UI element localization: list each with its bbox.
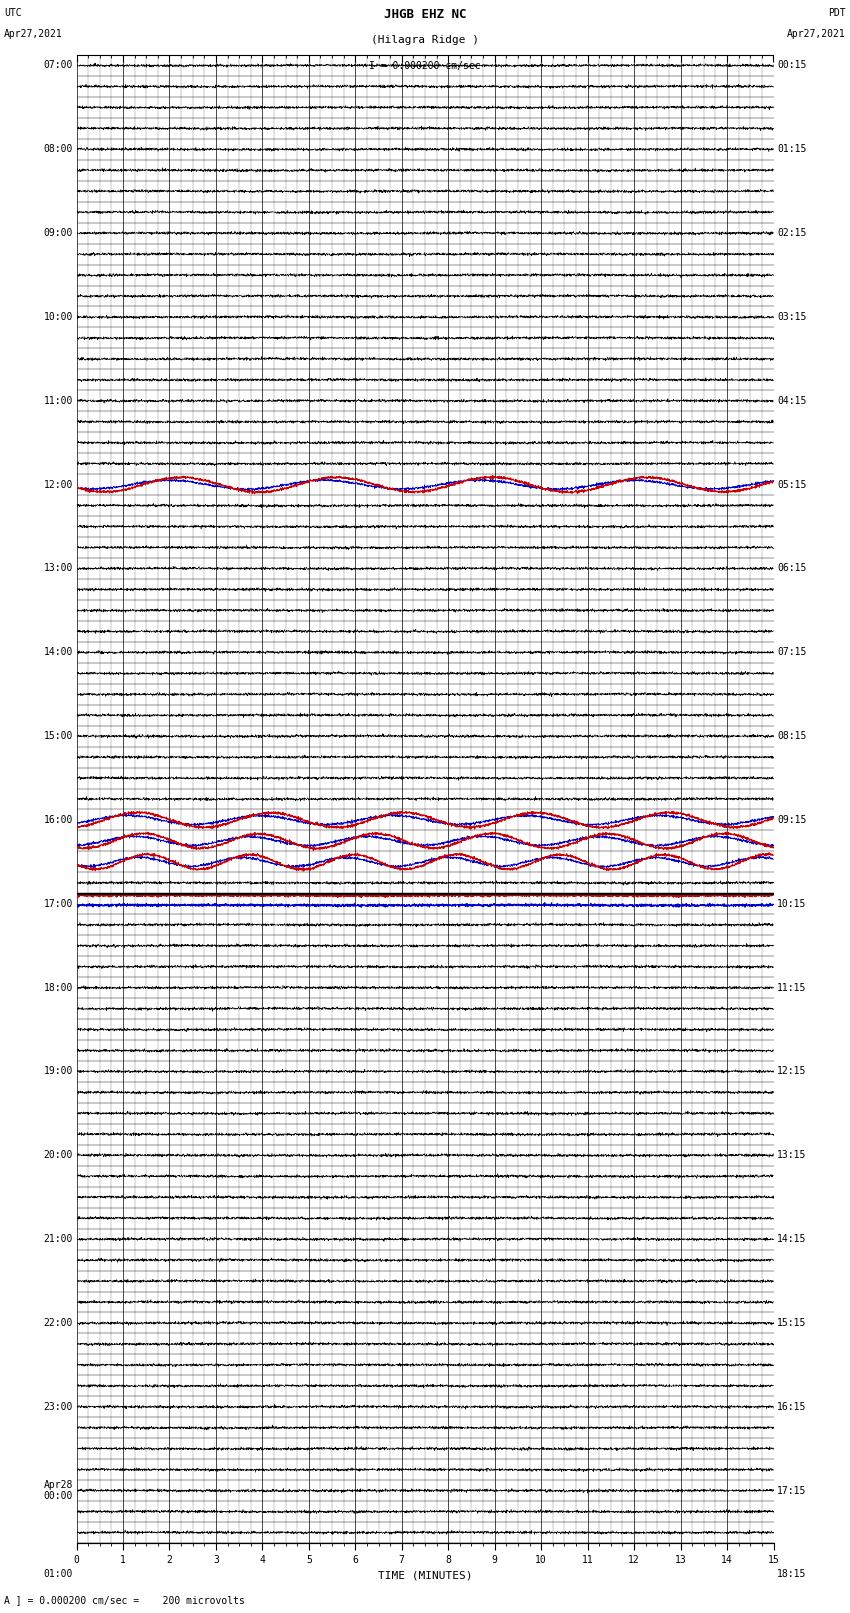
Text: 16:00: 16:00 (43, 815, 73, 824)
Text: 09:15: 09:15 (777, 815, 807, 824)
Text: 22:00: 22:00 (43, 1318, 73, 1327)
Text: 08:15: 08:15 (777, 731, 807, 740)
Text: 06:15: 06:15 (777, 563, 807, 574)
Text: 08:00: 08:00 (43, 144, 73, 155)
Text: I = 0.000200 cm/sec: I = 0.000200 cm/sec (369, 61, 481, 71)
Text: 19:00: 19:00 (43, 1066, 73, 1076)
Text: 07:00: 07:00 (43, 60, 73, 71)
Text: 18:00: 18:00 (43, 982, 73, 992)
Text: 13:15: 13:15 (777, 1150, 807, 1160)
Text: Apr27,2021: Apr27,2021 (4, 29, 63, 39)
Text: 02:15: 02:15 (777, 227, 807, 239)
Text: 10:15: 10:15 (777, 898, 807, 908)
Text: 17:15: 17:15 (777, 1486, 807, 1495)
Text: Apr28
00:00: Apr28 00:00 (43, 1479, 73, 1502)
Text: 12:15: 12:15 (777, 1066, 807, 1076)
Text: 11:15: 11:15 (777, 982, 807, 992)
Text: JHGB EHZ NC: JHGB EHZ NC (383, 8, 467, 21)
Text: A ] = 0.000200 cm/sec =    200 microvolts: A ] = 0.000200 cm/sec = 200 microvolts (4, 1595, 245, 1605)
Text: 15:00: 15:00 (43, 731, 73, 740)
Text: UTC: UTC (4, 8, 22, 18)
Text: 14:15: 14:15 (777, 1234, 807, 1244)
Text: 10:00: 10:00 (43, 311, 73, 323)
Text: 04:15: 04:15 (777, 395, 807, 406)
Text: 01:00: 01:00 (43, 1569, 73, 1579)
Text: 16:15: 16:15 (777, 1402, 807, 1411)
Text: 13:00: 13:00 (43, 563, 73, 574)
Text: Apr27,2021: Apr27,2021 (787, 29, 846, 39)
Text: 07:15: 07:15 (777, 647, 807, 656)
Text: 14:00: 14:00 (43, 647, 73, 656)
Text: 17:00: 17:00 (43, 898, 73, 908)
Text: 09:00: 09:00 (43, 227, 73, 239)
Text: 18:15: 18:15 (777, 1569, 807, 1579)
X-axis label: TIME (MINUTES): TIME (MINUTES) (377, 1571, 473, 1581)
Text: 12:00: 12:00 (43, 479, 73, 490)
Text: 00:15: 00:15 (777, 60, 807, 71)
Text: 23:00: 23:00 (43, 1402, 73, 1411)
Text: 21:00: 21:00 (43, 1234, 73, 1244)
Text: 11:00: 11:00 (43, 395, 73, 406)
Text: 01:15: 01:15 (777, 144, 807, 155)
Text: 15:15: 15:15 (777, 1318, 807, 1327)
Text: PDT: PDT (828, 8, 846, 18)
Text: 05:15: 05:15 (777, 479, 807, 490)
Text: 03:15: 03:15 (777, 311, 807, 323)
Text: (Hilagra Ridge ): (Hilagra Ridge ) (371, 35, 479, 45)
Text: 20:00: 20:00 (43, 1150, 73, 1160)
